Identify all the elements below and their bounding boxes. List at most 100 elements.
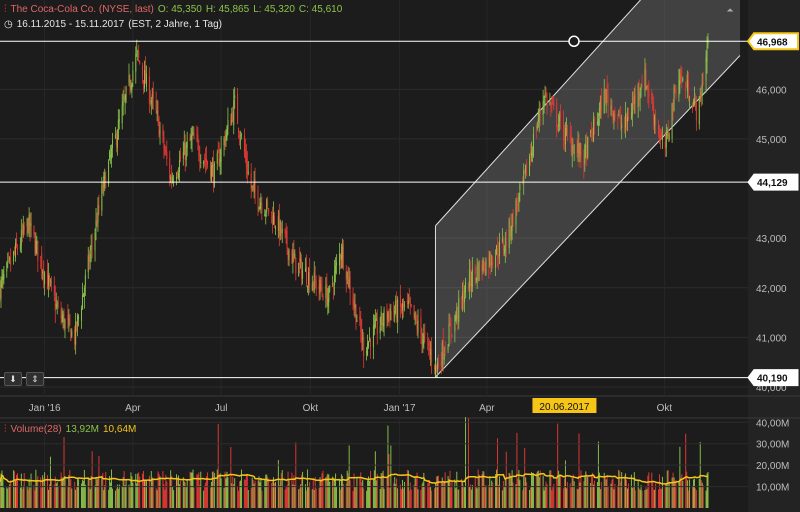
volume-bar (244, 479, 246, 508)
candle-body (648, 92, 650, 98)
candle-body (389, 308, 391, 321)
candle-body (142, 65, 144, 76)
volume-bar (233, 484, 235, 508)
candle-body (483, 258, 485, 271)
volume-bar (394, 476, 396, 508)
candle-body (434, 360, 436, 366)
candle-body (354, 304, 356, 309)
volume-bar (205, 482, 207, 508)
candle-body (35, 240, 37, 254)
volume-bar (190, 472, 192, 508)
volume-bar (192, 469, 194, 508)
x-tick-label: Jan '17 (384, 403, 416, 414)
volume-bar (155, 488, 157, 508)
volume-bar (468, 486, 470, 508)
volume-bar (191, 472, 193, 508)
candle-body (252, 184, 254, 186)
date-range: 16.11.2015 - 15.11.2017 (16, 19, 125, 30)
volume-bar (163, 484, 165, 508)
volume-bar (646, 489, 648, 508)
volume-bar (569, 483, 571, 508)
volume-bar (668, 481, 670, 508)
candle-body (315, 279, 317, 290)
candle-body (440, 361, 442, 366)
candle-body (409, 297, 411, 306)
candle-body (421, 328, 423, 344)
volume-bar (706, 473, 708, 508)
candle-body (638, 87, 640, 96)
y-tick-label: 43,000 (756, 234, 787, 245)
candle-body (593, 119, 595, 142)
volume-label: Volume(28) (10, 424, 62, 435)
volume-bar (53, 484, 55, 508)
volume-bar (389, 488, 391, 508)
collapse-icon[interactable]: ⏶ (726, 5, 734, 15)
volume-bar (409, 482, 411, 508)
volume-bar (631, 487, 633, 508)
volume-bar (7, 488, 9, 508)
candle-body (621, 124, 623, 129)
candle-body (96, 222, 98, 226)
chart-type-icon[interactable]: ⫶ (4, 4, 7, 15)
volume-bar (489, 477, 491, 508)
candle-body (189, 137, 191, 141)
volume-bar (23, 473, 25, 508)
candle-body (138, 51, 140, 58)
candle-body (667, 130, 669, 136)
level-price-label: 44,129 (757, 178, 788, 189)
volume-bar (111, 469, 113, 508)
volume-bar (338, 480, 340, 508)
volume-bar (590, 483, 592, 508)
candle-body (10, 260, 12, 265)
volume-bar (16, 473, 18, 508)
volume-bar (450, 487, 452, 508)
volume-header: ⫶ Volume(28) 13,92M 10,64M (4, 424, 140, 435)
volume-bar (352, 490, 354, 508)
volume-bar (354, 487, 356, 508)
volume-bar (10, 480, 12, 508)
candle-body (388, 309, 390, 313)
candle-body (26, 218, 28, 227)
volume-bar (577, 489, 579, 508)
volume-bar (519, 480, 521, 508)
download-button[interactable]: ⬇ (4, 372, 22, 386)
candle-body (121, 105, 123, 124)
volume-bar (379, 488, 381, 508)
volume-bar (633, 472, 635, 508)
volume-bar (265, 474, 267, 508)
volume-bar (672, 472, 674, 508)
volume-bar (81, 479, 83, 508)
volume-bar (524, 447, 526, 508)
candle-body (70, 329, 72, 341)
candle-body (301, 260, 303, 280)
candle-body (619, 112, 621, 115)
candle-body (463, 289, 465, 305)
volume-bar (6, 487, 8, 508)
volume-bar (376, 473, 378, 508)
volume-bar (603, 472, 605, 508)
volume-bar (356, 477, 358, 508)
candle-body (469, 268, 471, 282)
volume-bar (312, 478, 314, 508)
candle-body (522, 180, 524, 182)
candle-body (111, 148, 113, 159)
candle-body (205, 158, 207, 162)
candle-body (335, 265, 337, 273)
candle-body (94, 232, 96, 251)
candle-body (76, 322, 78, 330)
candle-body (420, 316, 422, 334)
volume-bar (328, 474, 330, 508)
candle-body (250, 172, 252, 189)
expand-button[interactable]: ⇕ (26, 372, 44, 386)
candle-body (407, 301, 409, 305)
volume-bar (280, 472, 282, 508)
volume-bar (543, 490, 545, 508)
volume-bar (124, 485, 126, 508)
candle-body (2, 274, 4, 281)
candle-body (306, 286, 308, 288)
candle-body (431, 349, 433, 364)
volume-bar (294, 485, 296, 508)
candle-body (348, 279, 350, 287)
volume-bar (210, 481, 212, 508)
volume-bar (441, 477, 443, 508)
